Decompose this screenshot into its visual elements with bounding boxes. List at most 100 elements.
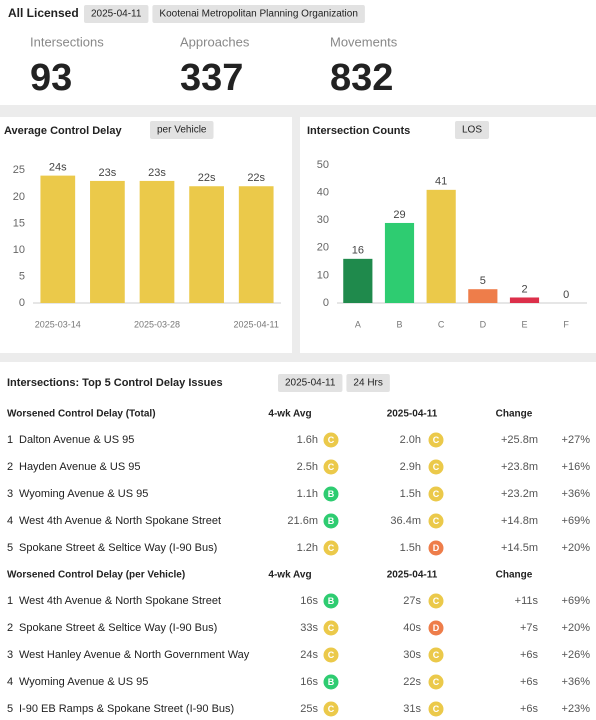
change: +25.8m [501,434,538,446]
los-badge [323,674,339,690]
current-delay: 31s [403,703,421,715]
tag-label: 2025-04-11 [285,378,336,389]
column-header: 2025-04-11 [387,570,438,581]
bar [189,186,224,303]
rank: 3 [7,488,13,500]
tag-label: LOS [462,125,482,136]
change: +14.8m [501,515,538,527]
los-letter: B [328,489,335,499]
rank: 5 [7,542,13,554]
bar [468,289,498,303]
change: +14.5m [501,542,538,554]
los-badge [428,593,444,609]
current-delay: 27s [403,595,421,607]
x-tick-label: C [438,319,445,329]
rank: 2 [7,461,13,473]
y-tick-label: 10 [13,244,25,256]
change: +11s [515,595,539,607]
los-letter: B [328,677,335,687]
column-header: 2025-04-11 [387,409,438,420]
avg-delay: 24s [300,649,318,661]
intersection-name[interactable]: Spokane Street & Seltice Way (I-90 Bus) [19,542,217,554]
rank: 2 [7,622,13,634]
x-tick-label: E [521,319,527,329]
value-label: 22s [198,172,216,184]
los-badge [428,620,444,636]
column-header: 4-wk Avg [268,570,311,581]
column-header: 4-wk Avg [268,409,311,420]
y-tick-label: 10 [317,269,329,281]
y-tick-label: 0 [323,297,329,309]
los-letter: C [433,462,440,472]
los-letter: C [433,677,440,687]
y-tick-label: 5 [19,270,25,282]
current-delay: 40s [403,622,421,634]
bar [426,189,456,303]
change-pct: +23% [562,703,591,715]
avg-delay: 16s [300,676,318,688]
avg-delay: 2.5h [297,461,318,473]
los-letter: C [433,435,440,445]
x-tick-label: 2025-03-28 [134,319,180,329]
los-letter: C [328,650,335,660]
column-header: Change [496,409,533,420]
tag-label: 2025-04-11 [91,9,142,20]
value-label: 24s [49,162,67,174]
intersection-name[interactable]: Dalton Avenue & US 95 [19,434,134,446]
x-tick-label: B [396,319,402,329]
intersection-name[interactable]: I-90 EB Ramps & Spokane Street (I-90 Bus… [19,703,234,715]
change-pct: +36% [562,676,591,688]
intersection-name[interactable]: West Hanley Avenue & North Government Wa… [19,649,250,661]
intersection-name[interactable]: Spokane Street & Seltice Way (I-90 Bus) [19,622,217,634]
y-tick-label: 20 [317,242,329,254]
change-pct: +27% [562,434,591,446]
value-label: 5 [480,275,486,287]
y-tick-label: 50 [317,159,329,171]
x-tick-label: F [563,319,569,329]
value-label: 0 [563,289,569,301]
value-label: 29 [393,209,405,221]
change: +6s [520,676,539,688]
avg-delay: 21.6m [287,515,318,527]
stat-label: Intersections [30,34,104,49]
stat-label: Movements [330,34,398,49]
los-letter: C [328,623,335,633]
intersection-name[interactable]: Wyoming Avenue & US 95 [19,488,148,500]
los-badge [323,620,339,636]
x-tick-label: 2025-04-11 [234,319,279,329]
avg-delay: 1.2h [297,542,318,554]
current-delay: 22s [403,676,421,688]
rank: 4 [7,515,13,527]
rank: 4 [7,676,13,688]
table-title: Intersections: Top 5 Control Delay Issue… [7,377,223,389]
change-pct: +16% [562,461,591,473]
change-pct: +20% [562,542,591,554]
bar [90,180,125,303]
intersection-name[interactable]: Hayden Avenue & US 95 [19,461,141,473]
tag[interactable] [150,121,214,139]
los-badge [428,432,444,448]
intersection-name[interactable]: West 4th Avenue & North Spokane Street [19,595,221,607]
tag[interactable] [455,121,490,139]
y-tick-label: 25 [13,164,25,176]
los-badge [428,674,444,690]
tag[interactable] [346,374,390,392]
intersection-name[interactable]: West 4th Avenue & North Spokane Street [19,515,221,527]
tag[interactable] [278,374,343,392]
bar [40,175,76,303]
value-label: 16 [352,245,364,257]
los-badge [323,432,339,448]
column-header: Worsened Control Delay (per Vehicle) [7,570,185,581]
panel [0,362,596,720]
y-tick-label: 20 [13,191,25,203]
los-letter: C [433,516,440,526]
intersection-name[interactable]: Wyoming Avenue & US 95 [19,676,148,688]
y-tick-label: 15 [13,217,25,229]
tag[interactable] [152,5,365,23]
y-tick-label: 40 [317,187,329,199]
los-badge [323,540,339,556]
los-badge [428,513,444,529]
tag[interactable] [84,5,149,23]
value-label: 23s [148,167,166,179]
